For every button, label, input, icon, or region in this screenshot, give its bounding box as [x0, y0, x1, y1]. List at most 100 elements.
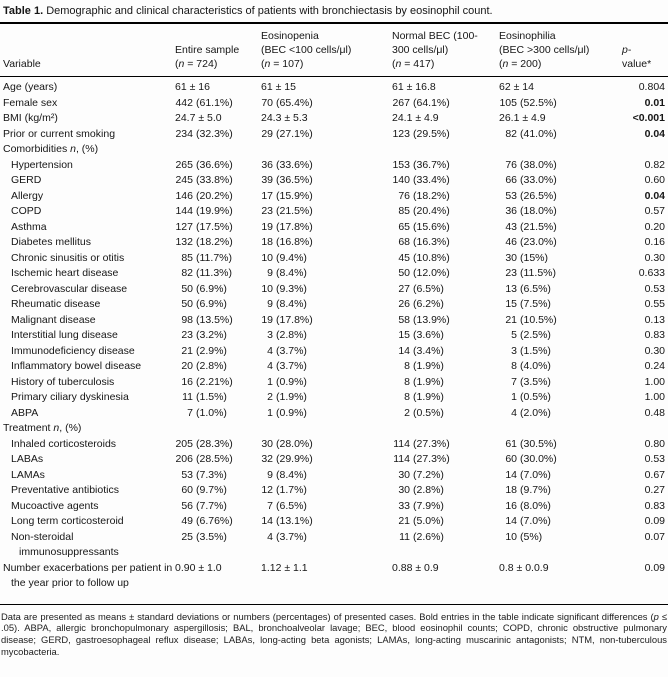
- value-cell: 26.1 ± 4.9: [499, 112, 546, 124]
- value-cell: 19 (17.8%): [261, 220, 313, 233]
- value-cell: [392, 142, 499, 158]
- value-cell: 21 (2.9%): [181, 344, 227, 357]
- value-cell: 10 (9.4%): [261, 251, 307, 264]
- header-row: Variable Entire sample (n = 724) Eosinopeni…: [0, 24, 668, 77]
- value-cell: 53 (26.5%): [505, 189, 557, 202]
- p-value-cell: 0.09: [644, 515, 665, 527]
- value-cell: 23 (21.5%): [261, 205, 313, 217]
- value-cell: 205 (28.3%): [175, 437, 233, 450]
- value-cell: 29 (27.1%): [261, 127, 313, 140]
- value-cell: 82 (11.3%): [181, 267, 232, 279]
- table-row: Diabetes mellitus 132 (18.2%) 18 (16.8%) 68 (1…: [0, 235, 668, 251]
- table-row: Allergy 146 (20.2%) 17 (15.9%) 76 (18.2%) 53 (26…: [0, 189, 668, 205]
- value-cell: 18 (9.7%): [505, 484, 551, 496]
- p-value-cell: 0.27: [644, 484, 665, 496]
- value-cell: 33 (7.9%): [398, 499, 444, 512]
- value-cell: 8 (1.9%): [404, 375, 444, 388]
- value-cell: 153 (36.7%): [392, 158, 450, 171]
- value-cell: 60 (30.0%): [505, 453, 557, 465]
- section-row: Treatment n, (%): [0, 421, 668, 437]
- value-cell: 58 (13.9%): [398, 313, 450, 326]
- value-cell: 56 (7.7%): [181, 499, 227, 512]
- value-cell: 50 (6.9%): [181, 282, 227, 295]
- table-row: LAMAs 53 (7.3%) 9 (8.4%) 30 (7.2%) 14 (7.0%) 0.67: [0, 468, 668, 484]
- row-label: Comorbidities n, (%): [3, 143, 99, 155]
- value-cell: 9 (8.4%): [267, 267, 307, 279]
- value-cell: 5 (2.5%): [511, 329, 551, 341]
- p-value-cell: 0.55: [644, 298, 665, 310]
- value-cell: 267 (64.1%): [392, 96, 450, 109]
- value-cell: 85 (20.4%): [398, 205, 450, 217]
- value-cell: 14 (7.0%): [505, 515, 551, 527]
- value-cell: 144 (19.9%): [175, 205, 233, 217]
- value-cell: 98 (13.5%): [181, 313, 233, 326]
- value-cell: 14 (3.4%): [398, 344, 444, 357]
- value-cell: 15 (7.5%): [505, 298, 551, 310]
- p-value-cell: [622, 142, 668, 158]
- value-cell: 18 (16.8%): [261, 236, 313, 248]
- value-cell: 19 (17.8%): [261, 313, 313, 326]
- value-cell: 0.90 ± 1.0: [175, 560, 261, 605]
- table-header: Variable Entire sample (n = 724) Eosinopeni…: [0, 24, 668, 77]
- row-label: Preventative antibiotics: [11, 484, 119, 496]
- row-label: Primary ciliary dyskinesia: [11, 391, 129, 403]
- value-cell: 76 (38.0%): [505, 158, 557, 171]
- p-value-cell: 0.04: [644, 189, 665, 202]
- table-row: Chronic sinusitis or otitis 85 (11.7%) 10 (9…: [0, 251, 668, 267]
- value-cell: 127 (17.5%): [175, 220, 233, 233]
- value-cell: 36 (33.6%): [261, 158, 313, 171]
- value-cell: 61 ± 16.8: [392, 81, 436, 93]
- value-cell: 0.8 ± 0.0.9: [499, 560, 622, 605]
- value-cell: 4 (2.0%): [511, 406, 551, 419]
- value-cell: [499, 421, 622, 437]
- column-header-eosinopenia: Eosinopenia (BEC <100 cells/μl) (n = 107): [261, 24, 392, 77]
- row-label: Mucoactive agents: [11, 499, 99, 512]
- value-cell: 50 (12.0%): [398, 267, 450, 279]
- table-row: Asthma 127 (17.5%) 19 (17.8%) 65 (15.6%) 43 (21.…: [0, 220, 668, 236]
- p-value-cell: [622, 421, 668, 437]
- row-label: Rheumatic disease: [11, 298, 101, 310]
- row-label: COPD: [11, 205, 42, 217]
- p-value-cell: 0.13: [644, 313, 665, 326]
- value-cell: 1 (0.9%): [267, 375, 307, 388]
- p-value-cell: 0.60: [644, 174, 665, 186]
- value-cell: 85 (11.7%): [181, 251, 232, 264]
- table-title-text: Demographic and clinical characteristics…: [43, 5, 493, 17]
- table-row: Ischemic heart disease 82 (11.3%) 9 (8.4%) 50…: [0, 266, 668, 282]
- p-value-cell: 0.16: [644, 236, 665, 248]
- value-cell: 7 (3.5%): [511, 375, 551, 388]
- table-row: Age (years) 61 ± 16 61 ± 15 61 ± 16.8 62 ± 1…: [0, 77, 668, 96]
- value-cell: 61 (30.5%): [505, 437, 557, 450]
- p-value-cell: 0.01: [644, 96, 665, 109]
- p-value-cell: 0.09: [622, 560, 668, 605]
- row-label: LABAs: [11, 453, 44, 465]
- value-cell: 105 (52.5%): [499, 96, 557, 109]
- value-cell: 68 (16.3%): [398, 236, 450, 248]
- p-value-cell: 0.30: [644, 344, 665, 357]
- table-row: LABAs 206 (28.5%) 32 (29.9%) 114 (27.3%) 60 (30.…: [0, 452, 668, 468]
- table-row: Rheumatic disease 50 (6.9%) 9 (8.4%) 26 (6.2%)…: [0, 297, 668, 313]
- value-cell: 82 (41.0%): [505, 127, 557, 140]
- value-cell: 49 (6.76%): [181, 515, 233, 527]
- value-cell: 17 (15.9%): [261, 189, 313, 202]
- value-cell: 4 (3.7%): [267, 344, 307, 357]
- value-cell: 36 (18.0%): [505, 205, 557, 217]
- row-label: GERD: [11, 174, 42, 186]
- p-value-cell: 0.83: [644, 499, 665, 512]
- value-cell: 53 (7.3%): [181, 468, 227, 481]
- value-cell: 8 (1.9%): [404, 360, 444, 372]
- value-cell: 21 (10.5%): [505, 313, 557, 326]
- value-cell: 3 (1.5%): [511, 344, 551, 357]
- value-cell: 8 (4.0%): [511, 360, 551, 372]
- value-cell: 114 (27.3%): [393, 453, 450, 465]
- table-number-label: Table 1.: [3, 5, 44, 17]
- value-cell: 7 (6.5%): [267, 499, 307, 512]
- table-title: Table 1. Demographic and clinical charac…: [0, 0, 668, 22]
- row-label: Long term corticosteroid: [11, 515, 124, 527]
- row-label: Female sex: [3, 96, 58, 109]
- value-cell: 20 (2.8%): [181, 360, 227, 372]
- p-value-cell: 0.80: [644, 437, 665, 450]
- table-footnote: Data are presented as means ± standard d…: [1, 610, 667, 657]
- value-cell: 30 (28.0%): [261, 437, 313, 450]
